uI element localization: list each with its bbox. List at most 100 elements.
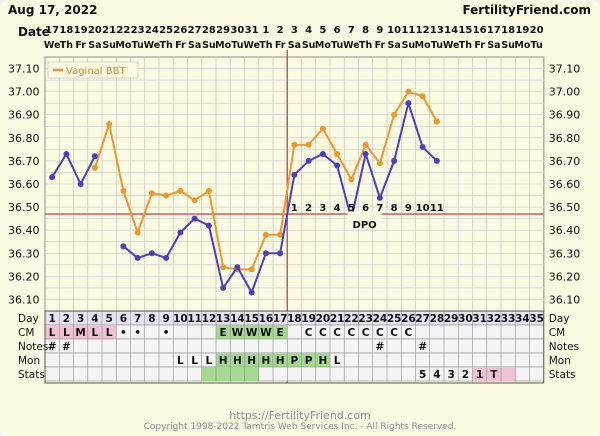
data-point-1 bbox=[391, 157, 398, 164]
row-cell-text: L bbox=[191, 355, 198, 367]
weekday-label: Sa bbox=[188, 40, 201, 51]
row-cell-text: L bbox=[92, 327, 99, 339]
weekday-label: Th bbox=[359, 40, 372, 51]
row-label-right: Notes bbox=[549, 341, 579, 353]
date-label: 26 bbox=[173, 25, 187, 36]
data-point-0 bbox=[348, 176, 355, 183]
weekday-label: Sa bbox=[387, 40, 400, 51]
row-cell-text: # bbox=[375, 341, 384, 353]
data-point-0 bbox=[305, 141, 312, 148]
weekday-label: Th bbox=[60, 40, 73, 51]
weekday-label: Sa bbox=[288, 40, 301, 51]
data-point-0 bbox=[163, 192, 170, 199]
date-row-label: Date bbox=[18, 25, 50, 39]
data-point-0 bbox=[177, 187, 184, 194]
date-label: 14 bbox=[444, 25, 458, 36]
row-cell-fill bbox=[258, 353, 273, 367]
row-cell-text: C bbox=[305, 327, 313, 339]
weekday-label: Tu bbox=[331, 40, 343, 51]
weekday-label: Th bbox=[459, 40, 472, 51]
dpo-number: 3 bbox=[319, 203, 326, 214]
row-cell-text: 35 bbox=[529, 313, 544, 325]
row-cell-text: 28 bbox=[430, 313, 445, 325]
row-cell-fill bbox=[273, 353, 288, 367]
row-cell-text: H bbox=[318, 355, 327, 367]
y-tick-label-right: 36.60 bbox=[549, 178, 581, 191]
row-cell-text: C bbox=[319, 327, 327, 339]
row-cell-fill bbox=[59, 325, 74, 339]
dpo-number: 2 bbox=[305, 203, 312, 214]
date-label: 25 bbox=[159, 25, 173, 36]
y-tick-label-left: 36.30 bbox=[8, 247, 40, 260]
data-point-0 bbox=[376, 160, 383, 167]
site-name[interactable]: FertilityFriend.com bbox=[462, 3, 591, 17]
date-label: 30 bbox=[230, 25, 244, 36]
row-cell-text: 33 bbox=[501, 313, 516, 325]
row-cell-fill bbox=[273, 325, 288, 339]
row-label-right: Day bbox=[549, 313, 570, 325]
row-cell-text: # bbox=[418, 341, 427, 353]
row-cell-fill bbox=[244, 367, 259, 381]
row-cell-fill bbox=[501, 367, 516, 381]
data-point-1 bbox=[433, 157, 440, 164]
data-point-0 bbox=[391, 111, 398, 118]
date-label: 12 bbox=[416, 25, 430, 36]
dpo-number: 5 bbox=[348, 203, 355, 214]
data-point-0 bbox=[362, 141, 369, 148]
row-cell-text: • bbox=[120, 327, 127, 339]
row-cell-fill bbox=[230, 367, 245, 381]
data-point-1 bbox=[234, 264, 241, 271]
row-cell-text: C bbox=[348, 327, 356, 339]
row-cell-text: 12 bbox=[202, 313, 217, 325]
row-cell-fill bbox=[301, 353, 316, 367]
data-point-1 bbox=[134, 254, 141, 261]
date-label: 17 bbox=[487, 25, 501, 36]
data-point-0 bbox=[405, 88, 412, 95]
date-label: 2 bbox=[277, 25, 284, 36]
data-point-1 bbox=[305, 157, 312, 164]
y-tick-label-right: 36.50 bbox=[549, 201, 581, 214]
row-cell-fill bbox=[230, 325, 245, 339]
data-point-0 bbox=[191, 197, 198, 204]
footer-url[interactable]: https://FertilityFriend.com bbox=[229, 409, 371, 422]
row-cell-fill bbox=[486, 367, 501, 381]
row-cell-text: 4 bbox=[433, 369, 440, 381]
y-tick-label-right: 36.30 bbox=[549, 247, 581, 260]
row-cell-fill bbox=[230, 353, 245, 367]
legend-label: Vaginal BBT bbox=[66, 66, 126, 77]
data-point-0 bbox=[134, 229, 141, 236]
weekday-label: Sa bbox=[487, 40, 500, 51]
weekday-label: Su bbox=[202, 40, 216, 51]
row-cell-fill bbox=[287, 353, 302, 367]
row-label-right: Mon bbox=[549, 355, 571, 367]
weekday-label: Mo bbox=[514, 40, 530, 51]
data-point-1 bbox=[177, 229, 184, 236]
data-point-1 bbox=[120, 243, 127, 250]
data-point-0 bbox=[248, 266, 255, 273]
data-point-0 bbox=[106, 120, 113, 127]
row-cell-fill bbox=[244, 353, 259, 367]
row-cell-text: T bbox=[490, 369, 498, 381]
row-cell-text: 29 bbox=[444, 313, 459, 325]
row-cell-text: 5 bbox=[419, 369, 426, 381]
date-label: 31 bbox=[245, 25, 259, 36]
date-label: 13 bbox=[430, 25, 444, 36]
data-point-0 bbox=[419, 93, 426, 100]
row-cell-fill bbox=[472, 367, 487, 381]
y-tick-label-right: 37.10 bbox=[549, 63, 581, 76]
row-cell-text: W bbox=[232, 327, 244, 339]
rows-frame bbox=[44, 310, 545, 384]
date-label: 24 bbox=[145, 25, 159, 36]
data-point-0 bbox=[277, 231, 284, 238]
row-cell-text: C bbox=[376, 327, 384, 339]
row-cell-text: 13 bbox=[216, 313, 231, 325]
dpo-label: DPO bbox=[353, 220, 377, 231]
data-point-0 bbox=[334, 150, 341, 157]
row-cell-text: C bbox=[390, 327, 398, 339]
row-cell-text: 27 bbox=[415, 313, 430, 325]
row-label-left: Notes bbox=[18, 341, 48, 353]
row-cell-text: L bbox=[334, 355, 341, 367]
data-point-1 bbox=[277, 250, 284, 257]
data-point-0 bbox=[433, 118, 440, 125]
weekday-label: Mo bbox=[115, 40, 131, 51]
